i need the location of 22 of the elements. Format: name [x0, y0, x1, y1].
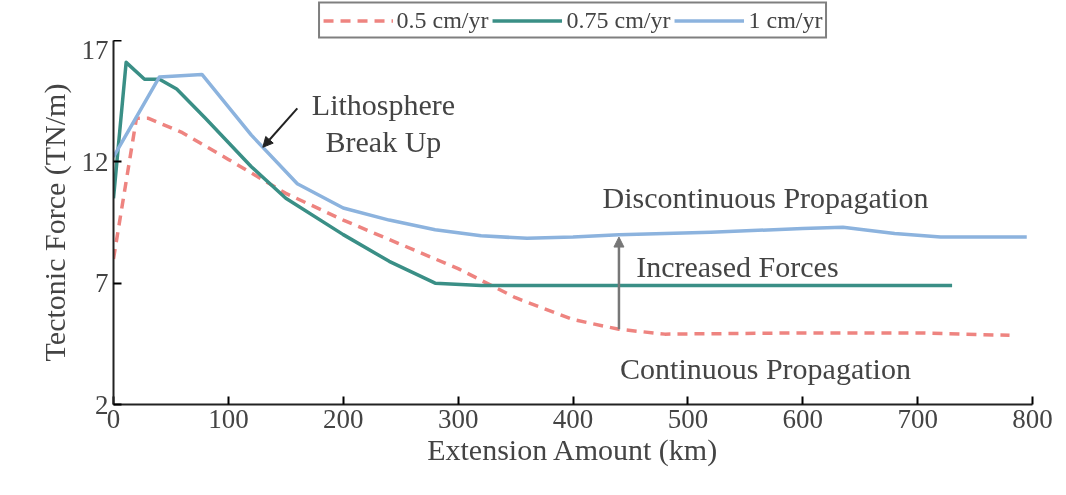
y-tick-label: 17	[81, 34, 109, 65]
x-tick-label: 0	[106, 403, 121, 434]
legend-label: 1 cm/yr	[748, 6, 823, 34]
y-axis-title: Tectonic Force (TN/m)	[37, 83, 72, 362]
annotation: Lithosphere Break Up	[311, 88, 456, 158]
x-tick-label: 500	[667, 403, 709, 434]
x-axis-title: Extension Amount (km)	[427, 432, 718, 467]
annotation: Increased Forces	[636, 249, 839, 283]
x-tick-label: 300	[437, 403, 479, 434]
x-tick-label: 800	[1012, 403, 1053, 434]
x-tick-label: 600	[782, 403, 823, 434]
y-tick-label: 12	[81, 146, 109, 177]
legend-label: 0.5 cm/yr	[396, 6, 489, 34]
legend-label: 0.75 cm/yr	[566, 6, 671, 34]
annotation: Discontinuous Propagation	[602, 181, 929, 214]
y-tick-label: 7	[95, 268, 109, 299]
annotation: Continuous Propagation	[620, 352, 911, 385]
x-tick-label: 700	[897, 403, 938, 434]
x-tick-label: 200	[323, 403, 364, 434]
y-tick-label: 2	[95, 389, 109, 420]
x-tick-label: 400	[552, 403, 594, 434]
x-tick-label: 100	[208, 403, 249, 434]
